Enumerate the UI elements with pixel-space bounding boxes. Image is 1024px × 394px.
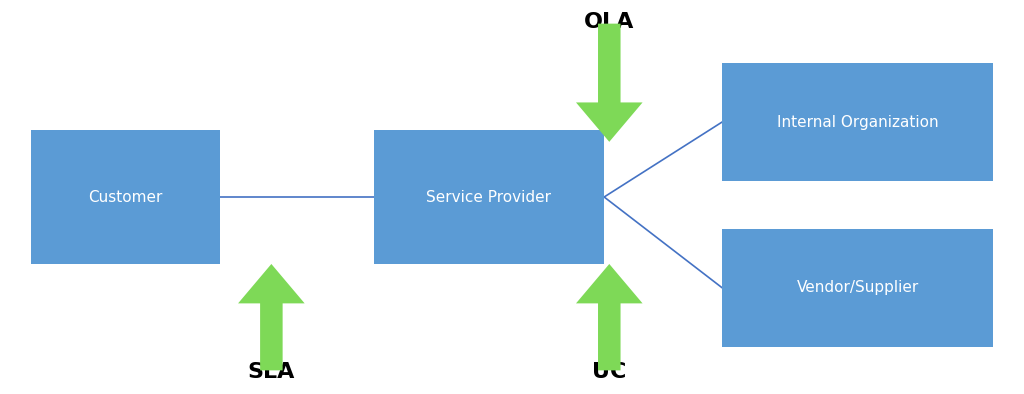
FancyBboxPatch shape (374, 130, 604, 264)
Text: SLA: SLA (248, 362, 295, 382)
FancyBboxPatch shape (722, 63, 993, 181)
FancyArrow shape (238, 264, 305, 370)
FancyBboxPatch shape (722, 229, 993, 347)
Text: Vendor/Supplier: Vendor/Supplier (797, 280, 919, 295)
FancyArrow shape (575, 24, 643, 142)
Text: OLA: OLA (584, 12, 635, 32)
Text: Customer: Customer (88, 190, 163, 204)
Text: Internal Organization: Internal Organization (777, 115, 938, 130)
Text: Service Provider: Service Provider (426, 190, 552, 204)
Text: UC: UC (592, 362, 627, 382)
FancyBboxPatch shape (31, 130, 220, 264)
FancyArrow shape (575, 264, 643, 370)
